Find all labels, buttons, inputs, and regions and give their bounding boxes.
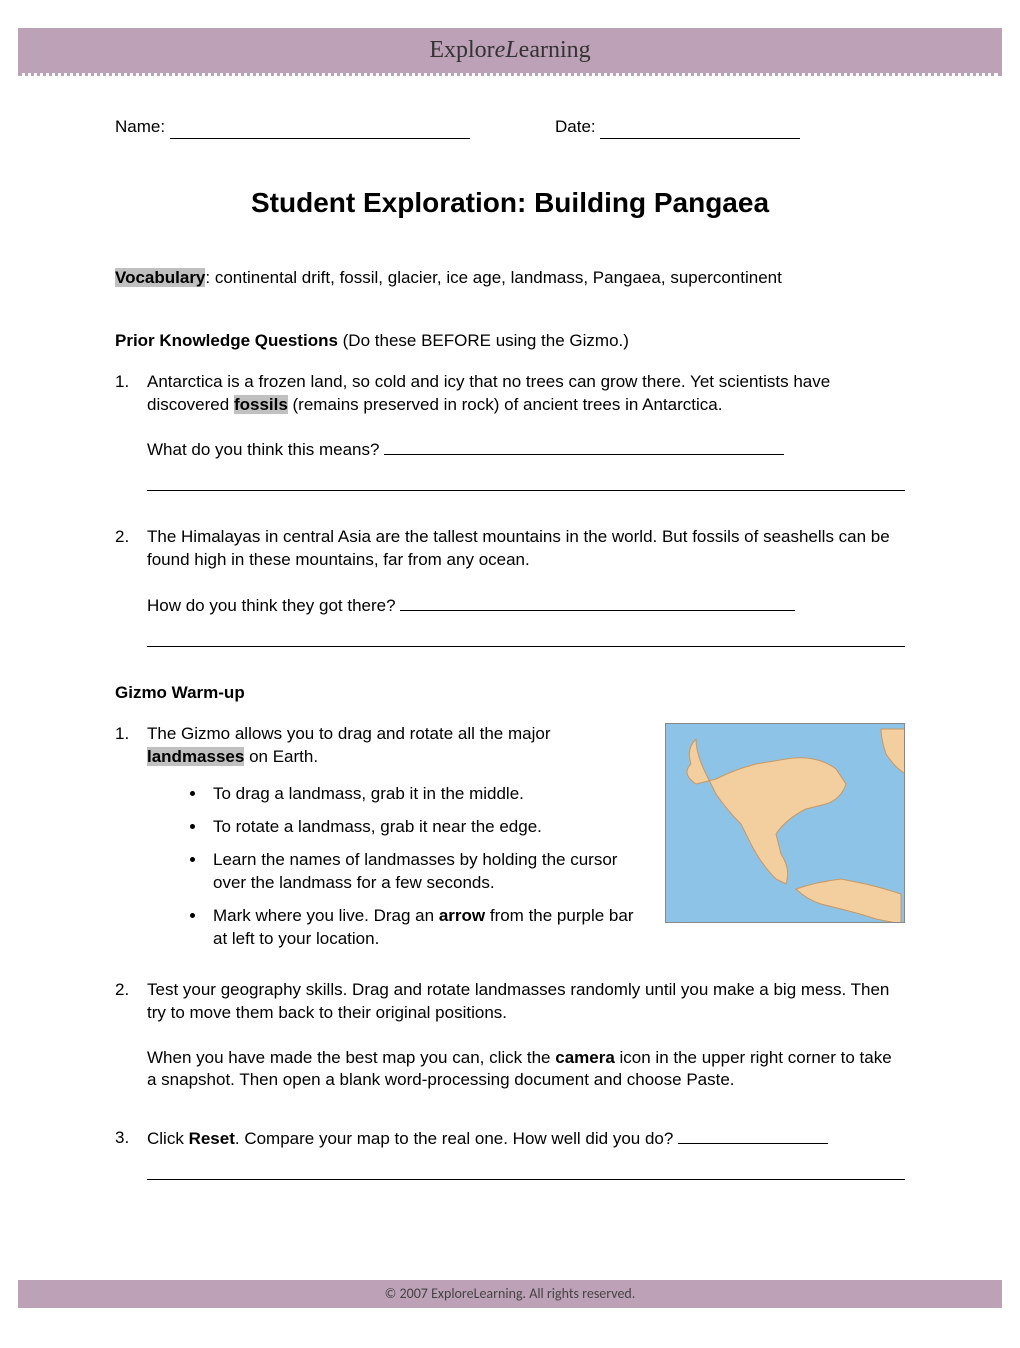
pk-q1: 1. Antarctica is a frozen land, so cold … xyxy=(115,371,905,492)
wu-q1-bold: landmasses xyxy=(147,747,244,766)
header-band: ExploreLearning xyxy=(18,28,1002,73)
footer-text: © 2007 ExploreLearning. All rights reser… xyxy=(385,1285,636,1302)
b4-bold: arrow xyxy=(439,906,485,925)
answer-line-full[interactable] xyxy=(147,1179,905,1180)
wu-q1: 1. The Gizmo allows you to drag and rota… xyxy=(115,723,905,961)
page-title: Student Exploration: Building Pangaea xyxy=(115,184,905,222)
wu-q3-b: . Compare your map to the real one. How … xyxy=(235,1129,678,1148)
wu-q3-a: Click xyxy=(147,1129,189,1148)
answer-line-full[interactable] xyxy=(147,490,905,491)
footer-band: © 2007 ExploreLearning. All rights reser… xyxy=(18,1280,1002,1308)
vocab-list: : continental drift, fossil, glacier, ic… xyxy=(205,268,781,287)
warmup-list: 1. The Gizmo allows you to drag and rota… xyxy=(115,723,905,1180)
q-number: 2. xyxy=(115,526,147,647)
pk-q1-text-b: (remains preserved in rock) of ancient t… xyxy=(288,395,723,414)
pk-head-text: Prior Knowledge Questions xyxy=(115,331,338,350)
document-content: Name: Date: Student Exploration: Buildin… xyxy=(0,76,1020,1180)
bullet-item: To drag a landmass, grab it in the middl… xyxy=(207,783,645,806)
q-number: 2. xyxy=(115,979,147,1093)
wu-q1-a: The Gizmo allows you to drag and rotate … xyxy=(147,724,550,743)
pk-q2-text: The Himalayas in central Asia are the ta… xyxy=(147,527,890,569)
date-label: Date: xyxy=(555,117,600,136)
answer-blank[interactable] xyxy=(678,1127,828,1144)
bullet-item: To rotate a landmass, grab it near the e… xyxy=(207,816,645,839)
name-blank[interactable] xyxy=(170,138,470,139)
logo: ExploreLearning xyxy=(429,37,590,64)
b4-a: Mark where you live. Drag an xyxy=(213,906,439,925)
q-number: 1. xyxy=(115,371,147,492)
answer-blank[interactable] xyxy=(400,594,795,611)
prior-knowledge-heading: Prior Knowledge Questions (Do these BEFO… xyxy=(115,330,905,353)
bullet-item: Learn the names of landmasses by holding… xyxy=(207,849,645,895)
pk-q1-bold: fossils xyxy=(234,395,288,414)
wu-q2-bold: camera xyxy=(555,1048,615,1067)
date-blank[interactable] xyxy=(600,138,800,139)
pk-head-note: (Do these BEFORE using the Gizmo.) xyxy=(338,331,629,350)
q-number: 1. xyxy=(115,723,147,961)
wu-q3-bold: Reset xyxy=(189,1129,235,1148)
pk-q1-prompt: What do you think this means? xyxy=(147,440,384,459)
wu-q2: 2. Test your geography skills. Drag and … xyxy=(115,979,905,1093)
map-svg xyxy=(666,724,905,923)
prior-knowledge-list: 1. Antarctica is a frozen land, so cold … xyxy=(115,371,905,648)
vocab-label: Vocabulary xyxy=(115,268,205,287)
pk-q2-prompt: How do you think they got there? xyxy=(147,596,400,615)
name-date-row: Name: Date: xyxy=(115,116,905,139)
answer-blank[interactable] xyxy=(384,438,784,455)
wu-q2-p2a: When you have made the best map you can,… xyxy=(147,1048,555,1067)
wu-q2-text: Test your geography skills. Drag and rot… xyxy=(147,980,889,1022)
map-image xyxy=(665,723,905,923)
pk-q2: 2. The Himalayas in central Asia are the… xyxy=(115,526,905,647)
vocabulary-row: Vocabulary: continental drift, fossil, g… xyxy=(115,267,905,290)
answer-line-full[interactable] xyxy=(147,646,905,647)
wu-q3: 3. Click Reset. Compare your map to the … xyxy=(115,1127,905,1180)
warmup-bullets: To drag a landmass, grab it in the middl… xyxy=(207,783,645,951)
wu-q1-b: on Earth. xyxy=(244,747,318,766)
name-label: Name: xyxy=(115,117,170,136)
warmup-heading: Gizmo Warm-up xyxy=(115,682,905,705)
bullet-item: Mark where you live. Drag an arrow from … xyxy=(207,905,645,951)
q-number: 3. xyxy=(115,1127,147,1180)
